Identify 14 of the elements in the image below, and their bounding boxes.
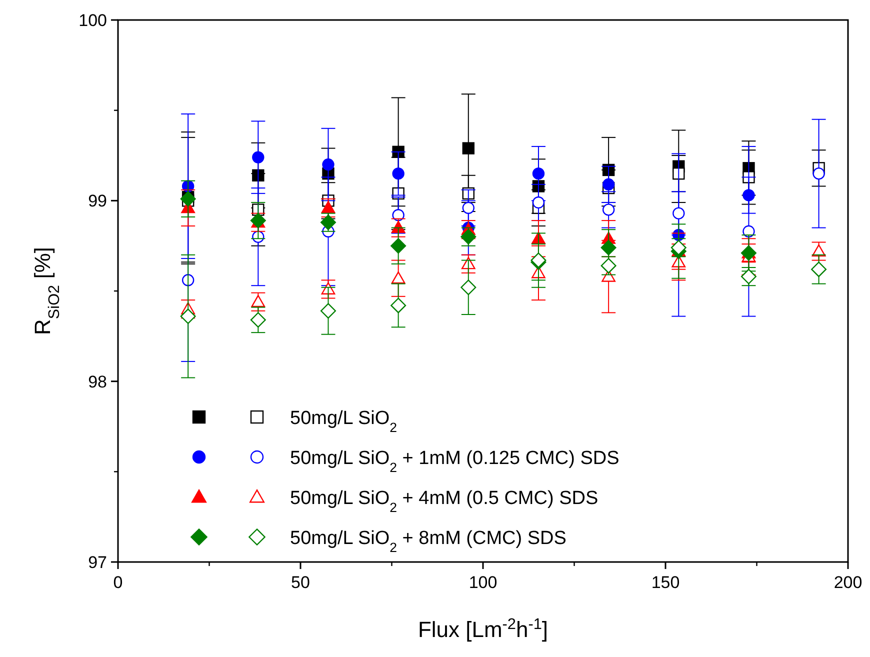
x-axis-title: Flux [Lm$^{-2}$h$^{-1}$]: [418, 616, 548, 642]
legend-label: 50mg/L SiO$_{2}$: [290, 408, 398, 434]
y-tick-label: 97: [88, 553, 107, 572]
legend-label: 50mg/L SiO$_{2}$ + 8mM (CMC) SDS: [290, 528, 566, 554]
x-tick-label: 0: [113, 573, 123, 592]
x-tick-label: 50: [291, 573, 310, 592]
x-tick-label: 150: [651, 573, 680, 592]
x-tick-label: 200: [834, 573, 862, 592]
x-tick-label: 100: [468, 573, 498, 592]
y-tick-label: 100: [78, 11, 107, 30]
y-tick-label: 98: [88, 372, 107, 392]
legend-label: 50mg/L SiO$_{2}$ + 1mM (0.125 CMC) SDS: [290, 448, 620, 474]
legend-label: 50mg/L SiO$_{2}$ + 4mM (0.5 CMC) SDS: [290, 488, 598, 514]
y-tick-label: 99: [88, 192, 107, 211]
